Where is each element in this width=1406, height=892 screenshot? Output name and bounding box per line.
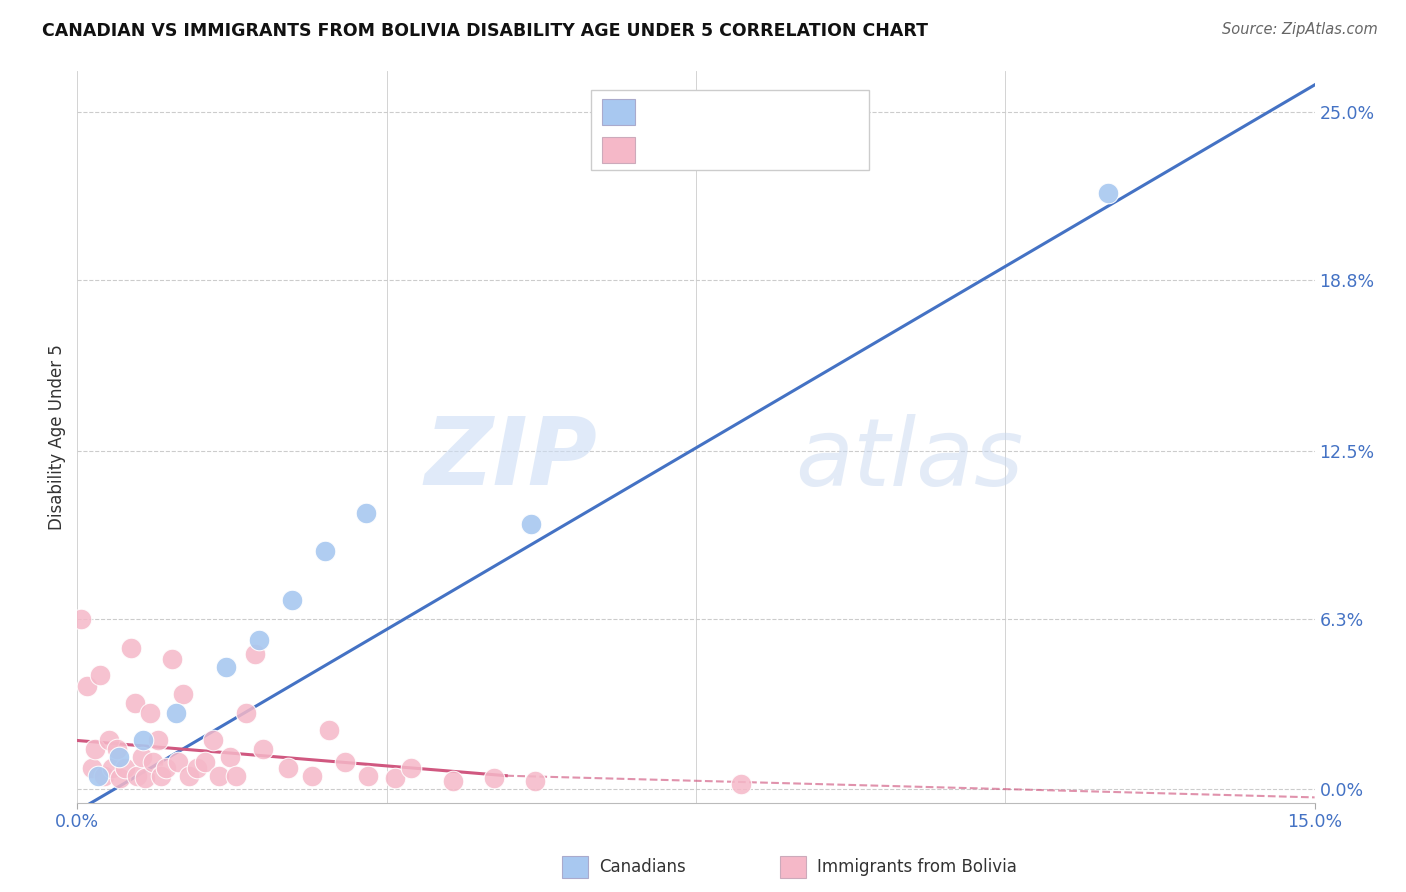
Point [107, 749, 129, 764]
Point [301, 769, 323, 783]
Point [194, 755, 217, 769]
Point [208, 769, 231, 783]
Point [401, 761, 423, 775]
Point [76, 679, 98, 693]
Point [120, 641, 142, 656]
Text: Immigrants from Bolivia: Immigrants from Bolivia [817, 858, 1017, 876]
Text: CANADIAN VS IMMIGRANTS FROM BOLIVIA DISABILITY AGE UNDER 5 CORRELATION CHART: CANADIAN VS IMMIGRANTS FROM BOLIVIA DISA… [42, 22, 928, 40]
Point [132, 733, 155, 747]
Point [354, 506, 377, 520]
Point [155, 761, 177, 775]
Point [441, 774, 464, 789]
Text: Canadians: Canadians [599, 858, 686, 876]
Text: atlas: atlas [794, 414, 1024, 505]
Point [1097, 186, 1119, 201]
Text: R = -0.102   N =  45: R = -0.102 N = 45 [650, 143, 813, 158]
Point [97, 733, 120, 747]
Point [225, 769, 247, 783]
Point [247, 633, 270, 648]
Point [105, 741, 128, 756]
Point [172, 688, 194, 702]
Point [93, 769, 115, 783]
Point [524, 774, 547, 789]
Point [84, 741, 107, 756]
Point [165, 706, 187, 721]
Point [219, 749, 242, 764]
Y-axis label: Disability Age Under 5: Disability Age Under 5 [48, 344, 66, 530]
Point [82, 761, 104, 775]
Point [482, 772, 505, 786]
Text: R =  0.896   N =  11: R = 0.896 N = 11 [650, 104, 811, 120]
Point [243, 647, 266, 661]
Point [177, 769, 200, 783]
Point [167, 755, 190, 769]
Point [160, 652, 183, 666]
Point [139, 706, 162, 721]
Point [134, 772, 156, 786]
Point [124, 696, 146, 710]
Point [314, 544, 336, 558]
Text: Source: ZipAtlas.com: Source: ZipAtlas.com [1222, 22, 1378, 37]
Point [87, 769, 110, 783]
Point [131, 749, 153, 764]
Point [357, 769, 380, 783]
Point [335, 755, 357, 769]
Point [281, 592, 304, 607]
Point [186, 761, 208, 775]
Point [146, 733, 169, 747]
Point [730, 777, 752, 791]
Point [110, 772, 132, 786]
Point [277, 761, 299, 775]
Point [150, 769, 173, 783]
Point [235, 706, 257, 721]
Text: ZIP: ZIP [425, 413, 598, 505]
Point [125, 769, 148, 783]
Point [318, 723, 340, 737]
Point [69, 611, 91, 625]
Point [101, 761, 124, 775]
Point [202, 733, 225, 747]
Point [384, 772, 406, 786]
Point [520, 516, 543, 531]
Point [114, 761, 136, 775]
Point [215, 660, 238, 674]
Point [89, 668, 111, 682]
Point [252, 741, 274, 756]
Point [142, 755, 165, 769]
